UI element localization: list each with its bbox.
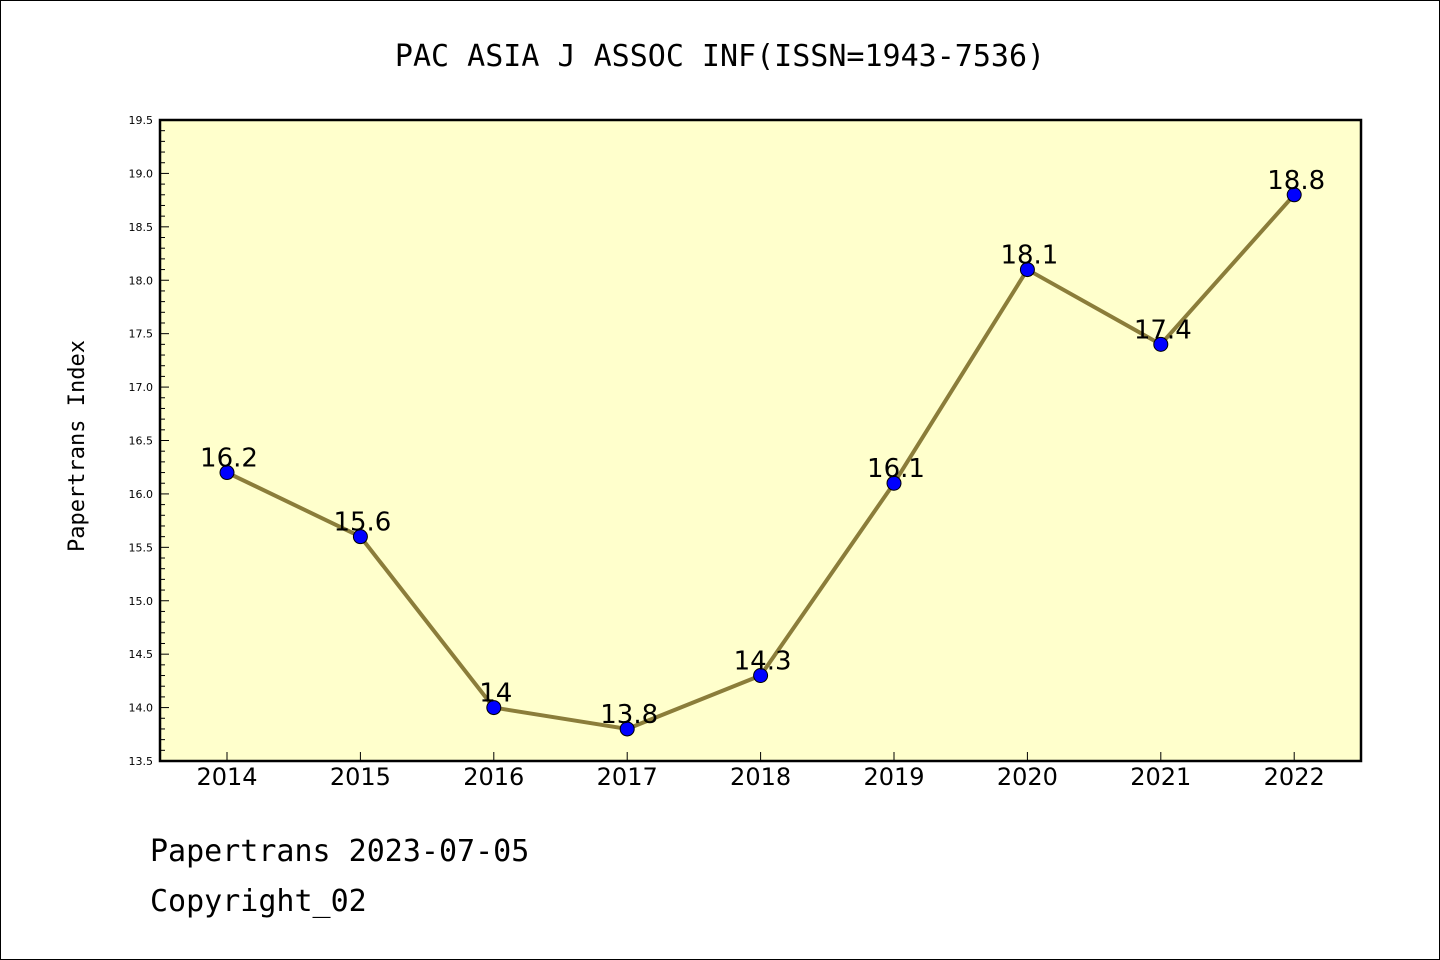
data-point — [619, 721, 635, 737]
plot-area — [160, 120, 1361, 761]
data-point — [1019, 262, 1035, 278]
data-label: 13.8 — [600, 700, 658, 730]
data-label: 14 — [479, 679, 512, 709]
y-tick-label: 19.5 — [129, 114, 154, 127]
x-tick-label: 2022 — [1264, 763, 1325, 791]
data-label: 15.6 — [333, 508, 391, 538]
data-point — [486, 700, 502, 716]
data-label: 17.4 — [1134, 315, 1192, 345]
x-axis: 2014 2015 2016 2017 2018 2019 2020 2021 2022 — [196, 752, 1325, 791]
y-tick-label: 18.0 — [129, 274, 154, 287]
data-label: 18.8 — [1267, 166, 1325, 196]
x-tick-label: 2016 — [463, 763, 524, 791]
chart-title: PAC ASIA J ASSOC INF(ISSN=1943-7536) — [395, 39, 1045, 74]
footer-copyright: Copyright_02 — [150, 884, 367, 919]
y-tick-label: 14.0 — [129, 702, 154, 715]
x-tick-label: 2020 — [997, 763, 1058, 791]
y-tick-label: 19.0 — [129, 167, 154, 180]
data-point — [352, 529, 368, 545]
y-tick-label: 16.5 — [129, 435, 154, 448]
data-point — [753, 668, 769, 684]
y-tick-label: 13.5 — [129, 755, 154, 768]
x-tick-label: 2021 — [1130, 763, 1191, 791]
x-tick-label: 2015 — [330, 763, 391, 791]
footer-date: Papertrans 2023-07-05 — [150, 834, 530, 869]
data-label: 14.3 — [734, 647, 792, 677]
x-tick-label: 2014 — [196, 763, 257, 791]
y-tick-label: 18.5 — [129, 221, 154, 234]
data-label: 16.2 — [200, 444, 258, 474]
data-point — [1153, 336, 1169, 352]
data-point — [1286, 187, 1302, 203]
y-axis-label: Papertrans Index — [65, 340, 90, 552]
x-tick-label: 2017 — [597, 763, 658, 791]
data-point — [886, 475, 902, 491]
x-tick-label: 2018 — [730, 763, 791, 791]
y-tick-label: 17.0 — [129, 381, 154, 394]
data-label: 16.1 — [867, 454, 925, 484]
series: 16.2 15.6 14 13.8 14.3 16.1 18.1 17.4 18.8 — [200, 166, 1325, 737]
x-tick-label: 2019 — [863, 763, 924, 791]
plot-border — [158, 118, 1363, 763]
y-tick-label: 14.5 — [129, 648, 154, 661]
y-tick-label: 15.0 — [129, 595, 154, 608]
y-axis: 13.5 14.0 14.5 15.0 15.5 16.0 16.5 17.0 17.5 18.0… — [129, 114, 169, 768]
y-tick-label: 17.5 — [129, 328, 154, 341]
y-tick-label: 16.0 — [129, 488, 154, 501]
data-label: 18.1 — [1000, 241, 1058, 271]
data-point — [219, 465, 235, 481]
y-tick-label: 15.5 — [129, 541, 154, 554]
